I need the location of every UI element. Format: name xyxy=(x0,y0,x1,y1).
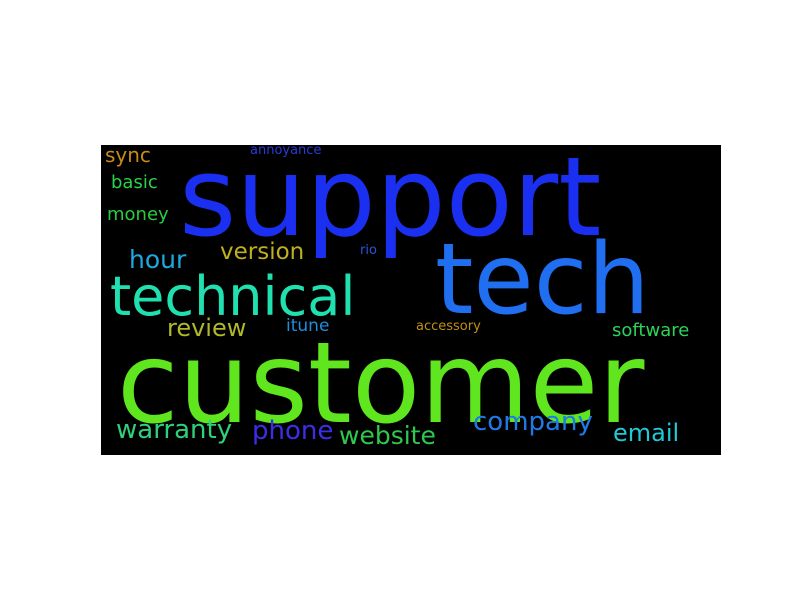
word-cloud: support customer tech technical warranty… xyxy=(101,145,721,455)
word-support: support xyxy=(179,145,602,261)
word-technical: technical xyxy=(110,265,356,328)
word-email: email xyxy=(613,419,680,447)
word-company: company xyxy=(473,407,593,437)
word-version: version xyxy=(220,239,305,265)
word-website: website xyxy=(339,421,436,450)
word-software: software xyxy=(612,320,690,341)
word-money: money xyxy=(107,204,169,225)
word-itune: itune xyxy=(286,316,330,336)
word-hour: hour xyxy=(129,245,187,274)
word-tech: tech xyxy=(435,223,650,337)
word-sync: sync xyxy=(105,145,151,167)
word-accessory: accessory xyxy=(416,319,481,334)
word-annoyance: annoyance xyxy=(250,145,322,158)
word-customer: customer xyxy=(117,319,645,449)
word-rio: rio xyxy=(360,243,377,258)
word-warranty: warranty xyxy=(116,415,233,445)
word-review: review xyxy=(167,314,247,342)
word-phone: phone xyxy=(252,416,334,446)
word-basic: basic xyxy=(111,172,158,193)
